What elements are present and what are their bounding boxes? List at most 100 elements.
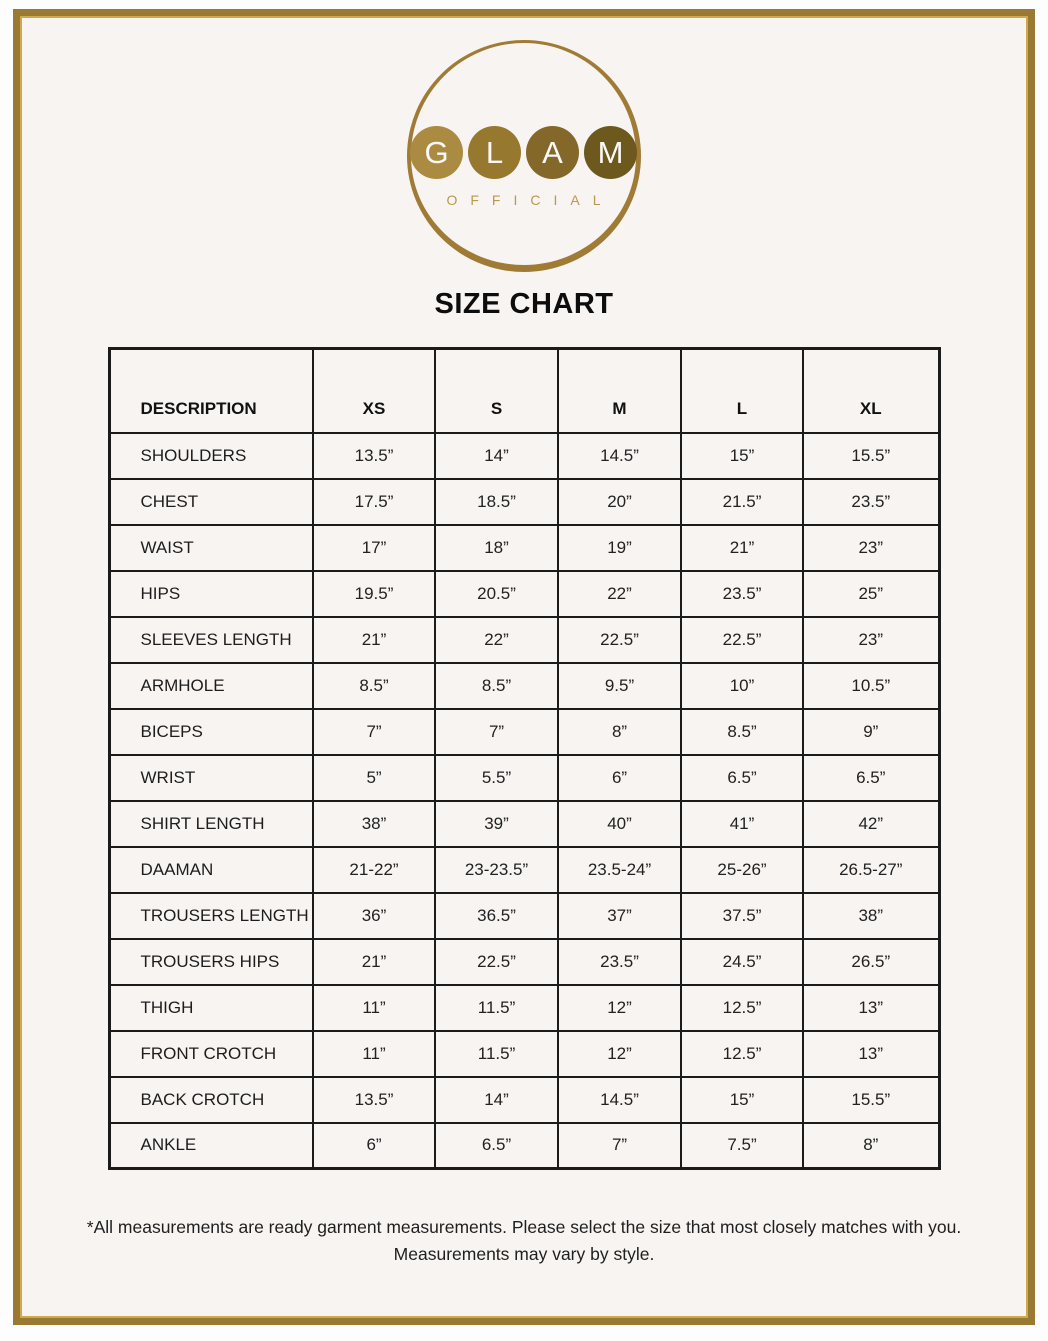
row-label: CHEST bbox=[108, 477, 314, 526]
size-cell: 24.5” bbox=[680, 937, 804, 986]
table-row: SLEEVES LENGTH 21” 22” 22.5” 22.5” 23” bbox=[108, 615, 940, 664]
table-row: CHEST 17.5” 18.5” 20” 21.5” 23.5” bbox=[108, 477, 940, 526]
size-cell: 7.5” bbox=[680, 1121, 804, 1170]
size-cell: 8” bbox=[557, 707, 682, 756]
size-cell: 23-23.5” bbox=[434, 845, 559, 894]
column-header-m: M bbox=[557, 347, 682, 434]
logo-letter-circle: M bbox=[584, 126, 637, 179]
size-cell: 9.5” bbox=[557, 661, 682, 710]
size-cell: 6” bbox=[312, 1121, 436, 1170]
row-label: SHIRT LENGTH bbox=[108, 799, 314, 848]
table-row: SHIRT LENGTH 38” 39” 40” 41” 42” bbox=[108, 799, 940, 848]
table-row: ARMHOLE 8.5” 8.5” 9.5” 10” 10.5” bbox=[108, 661, 940, 710]
page-title: SIZE CHART bbox=[434, 288, 614, 320]
size-cell: 36.5” bbox=[434, 891, 559, 940]
size-cell: 41” bbox=[680, 799, 804, 848]
size-cell: 38” bbox=[312, 799, 436, 848]
size-cell: 8.5” bbox=[434, 661, 559, 710]
page: G L A M OFFICIAL SIZE CHART DESCRIPTION … bbox=[20, 16, 1028, 1318]
row-label: FRONT CROTCH bbox=[108, 1029, 314, 1078]
column-header-description: DESCRIPTION bbox=[108, 347, 314, 434]
size-cell: 12” bbox=[557, 983, 682, 1032]
size-cell: 22.5” bbox=[557, 615, 682, 664]
size-cell: 23.5” bbox=[680, 569, 804, 618]
row-label: DAAMAN bbox=[108, 845, 314, 894]
size-cell: 23” bbox=[802, 523, 940, 572]
size-cell: 13” bbox=[802, 1029, 940, 1078]
size-cell: 20” bbox=[557, 477, 682, 526]
size-cell: 19.5” bbox=[312, 569, 436, 618]
size-cell: 10.5” bbox=[802, 661, 940, 710]
row-label: BICEPS bbox=[108, 707, 314, 756]
size-cell: 15” bbox=[680, 1075, 804, 1124]
size-cell: 13” bbox=[802, 983, 940, 1032]
table-row: TROUSERS LENGTH 36” 36.5” 37” 37.5” 38” bbox=[108, 891, 940, 940]
size-cell: 6” bbox=[557, 753, 682, 802]
size-cell: 19” bbox=[557, 523, 682, 572]
size-cell: 9” bbox=[802, 707, 940, 756]
disclaimer-line-1: *All measurements are ready garment meas… bbox=[86, 1217, 962, 1237]
size-cell: 23.5” bbox=[802, 477, 940, 526]
size-cell: 15.5” bbox=[802, 431, 940, 480]
size-cell: 12” bbox=[557, 1029, 682, 1078]
size-cell: 7” bbox=[312, 707, 436, 756]
size-cell: 5.5” bbox=[434, 753, 559, 802]
size-cell: 25” bbox=[802, 569, 940, 618]
size-cell: 38” bbox=[802, 891, 940, 940]
size-cell: 21” bbox=[312, 937, 436, 986]
size-cell: 25-26” bbox=[680, 845, 804, 894]
size-cell: 13.5” bbox=[312, 431, 436, 480]
size-cell: 6.5” bbox=[680, 753, 804, 802]
row-label: HIPS bbox=[108, 569, 314, 618]
logo-letter-circle: A bbox=[526, 126, 579, 179]
brand-logo: G L A M OFFICIAL bbox=[407, 40, 641, 272]
column-header-xs: XS bbox=[312, 347, 436, 434]
size-cell: 13.5” bbox=[312, 1075, 436, 1124]
row-label: SLEEVES LENGTH bbox=[108, 615, 314, 664]
size-cell: 17” bbox=[312, 523, 436, 572]
size-cell: 6.5” bbox=[434, 1121, 559, 1170]
size-cell: 40” bbox=[557, 799, 682, 848]
size-cell: 12.5” bbox=[680, 983, 804, 1032]
size-cell: 14” bbox=[434, 431, 559, 480]
table-row: BICEPS 7” 7” 8” 8.5” 9” bbox=[108, 707, 940, 756]
table-row: HIPS 19.5” 20.5” 22” 23.5” 25” bbox=[108, 569, 940, 618]
size-cell: 21” bbox=[312, 615, 436, 664]
size-cell: 15” bbox=[680, 431, 804, 480]
size-cell: 14.5” bbox=[557, 431, 682, 480]
column-header-s: S bbox=[434, 347, 559, 434]
column-header-l: L bbox=[680, 347, 804, 434]
logo-letter-circle: L bbox=[468, 126, 521, 179]
size-cell: 20.5” bbox=[434, 569, 559, 618]
table-row: SHOULDERS 13.5” 14” 14.5” 15” 15.5” bbox=[108, 431, 940, 480]
logo-subtitle: OFFICIAL bbox=[446, 192, 614, 208]
row-label: ANKLE bbox=[108, 1121, 314, 1170]
table-row: WRIST 5” 5.5” 6” 6.5” 6.5” bbox=[108, 753, 940, 802]
table-row: DAAMAN 21-22” 23-23.5” 23.5-24” 25-26” 2… bbox=[108, 845, 940, 894]
size-cell: 11” bbox=[312, 983, 436, 1032]
size-cell: 8.5” bbox=[312, 661, 436, 710]
size-cell: 6.5” bbox=[802, 753, 940, 802]
size-cell: 18” bbox=[434, 523, 559, 572]
size-cell: 22” bbox=[557, 569, 682, 618]
size-cell: 42” bbox=[802, 799, 940, 848]
size-cell: 21.5” bbox=[680, 477, 804, 526]
size-cell: 39” bbox=[434, 799, 559, 848]
size-cell: 23” bbox=[802, 615, 940, 664]
size-cell: 22.5” bbox=[680, 615, 804, 664]
logo-letter-circle: G bbox=[410, 126, 463, 179]
size-cell: 11.5” bbox=[434, 983, 559, 1032]
row-label: SHOULDERS bbox=[108, 431, 314, 480]
row-label: TROUSERS LENGTH bbox=[108, 891, 314, 940]
measurement-disclaimer: *All measurements are ready garment meas… bbox=[64, 1214, 984, 1268]
logo-letters: G L A M bbox=[410, 126, 637, 179]
size-cell: 36” bbox=[312, 891, 436, 940]
size-cell: 11.5” bbox=[434, 1029, 559, 1078]
table-row: THIGH 11” 11.5” 12” 12.5” 13” bbox=[108, 983, 940, 1032]
table-row: ANKLE 6” 6.5” 7” 7.5” 8” bbox=[108, 1121, 940, 1170]
size-cell: 37.5” bbox=[680, 891, 804, 940]
size-cell: 7” bbox=[557, 1121, 682, 1170]
size-cell: 8.5” bbox=[680, 707, 804, 756]
row-label: THIGH bbox=[108, 983, 314, 1032]
size-cell: 17.5” bbox=[312, 477, 436, 526]
